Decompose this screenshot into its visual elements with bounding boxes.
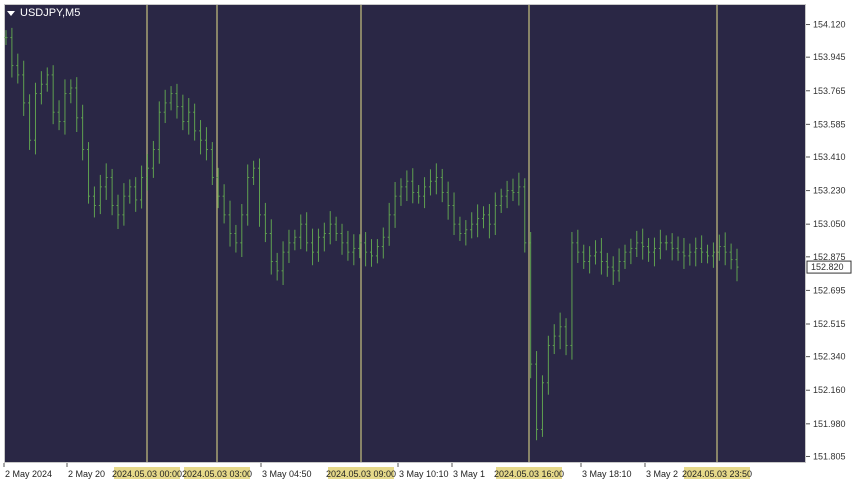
vertical-line-label-bg[interactable] bbox=[328, 467, 394, 479]
price-tick-label: 153.765 bbox=[813, 86, 846, 96]
vertical-line-label: 2024.05.03 16:00 bbox=[494, 469, 564, 479]
time-axis-label: 3 May 2 bbox=[646, 469, 678, 479]
dropdown-triangle-icon[interactable] bbox=[7, 10, 15, 16]
time-axis-label: 2 May 20 bbox=[68, 469, 105, 479]
vertical-line-label-bg[interactable] bbox=[496, 467, 562, 479]
vertical-line-label: 2024.05.03 09:00 bbox=[326, 469, 396, 479]
time-axis-label: 2 May 2024 bbox=[5, 469, 52, 479]
price-tick-label: 154.120 bbox=[813, 20, 846, 30]
price-tick-label: 152.695 bbox=[813, 285, 846, 295]
price-tick-label: 152.340 bbox=[813, 352, 846, 362]
price-tick-label: 152.160 bbox=[813, 385, 846, 395]
vertical-line-label-bg[interactable] bbox=[184, 467, 250, 479]
price-tick-label: 153.945 bbox=[813, 52, 846, 62]
vertical-line-label: 2024.05.03 03:00 bbox=[182, 469, 252, 479]
current-price-label: 152.820 bbox=[811, 262, 844, 272]
symbol-label: USDJPY,M5 bbox=[20, 7, 81, 19]
time-axis-label: 3 May 18:10 bbox=[582, 469, 632, 479]
time-axis-label: 3 May 04:50 bbox=[262, 469, 312, 479]
current-price-box bbox=[806, 260, 852, 274]
price-tick-label: 153.410 bbox=[813, 152, 846, 162]
price-tick-label: 151.980 bbox=[813, 419, 846, 429]
symbol-title[interactable]: USDJPY,M5 bbox=[7, 6, 80, 20]
vertical-line-label-bg[interactable] bbox=[114, 467, 180, 479]
price-tick-label: 153.585 bbox=[813, 119, 846, 129]
vertical-line-label: 2024.05.03 23:50 bbox=[682, 469, 752, 479]
price-tick-label: 151.805 bbox=[813, 451, 846, 461]
vertical-line-label: 2024.05.03 00:00 bbox=[112, 469, 182, 479]
price-tick-label: 152.515 bbox=[813, 319, 846, 329]
vertical-line-label-bg[interactable] bbox=[684, 467, 750, 479]
time-axis-label: 3 May 10:10 bbox=[399, 469, 449, 479]
price-tick-label: 153.050 bbox=[813, 219, 846, 229]
price-tick-label: 152.875 bbox=[813, 252, 846, 262]
price-tick-label: 153.230 bbox=[813, 186, 846, 196]
time-axis-label: 3 May 1 bbox=[453, 469, 485, 479]
